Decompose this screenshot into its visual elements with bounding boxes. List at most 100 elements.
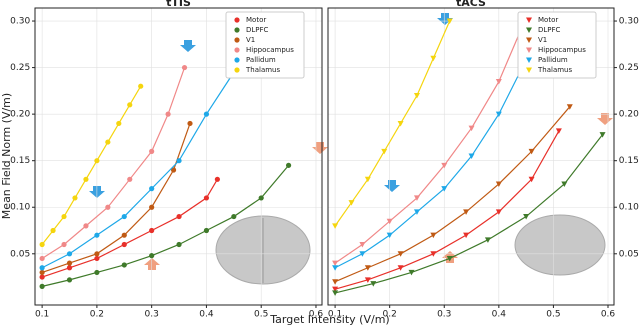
data-point: [397, 120, 404, 127]
legend-label: Hippocampus: [538, 46, 586, 54]
data-point: [561, 181, 568, 187]
fit-line: [334, 106, 571, 283]
y-tick-label: 0.05: [619, 249, 639, 259]
legend-marker: [234, 67, 240, 73]
data-point: [370, 281, 377, 287]
data-point: [495, 181, 502, 187]
data-point: [468, 153, 475, 160]
plot-frame: [327, 7, 615, 306]
data-point: [94, 269, 100, 276]
x-axis-label: Target Intensity (V/m): [269, 313, 389, 326]
data-point: [463, 209, 470, 215]
data-point: [430, 251, 437, 257]
legend-marker: [234, 37, 240, 43]
data-point: [149, 204, 155, 210]
data-point: [39, 274, 45, 280]
data-point: [176, 158, 182, 164]
data-point: [430, 232, 437, 239]
y-tick-label: 0.20: [619, 110, 639, 120]
legend-label: Hippocampus: [246, 46, 294, 54]
panel-title: tTIS: [166, 0, 191, 9]
data-point: [121, 262, 127, 268]
data-point: [441, 186, 448, 192]
x-tick-label: 0.1: [35, 310, 49, 320]
data-point: [332, 279, 339, 285]
data-point: [176, 213, 182, 220]
data-point: [66, 251, 73, 257]
data-point: [39, 265, 45, 271]
y-tick-label: 0.15: [10, 156, 30, 166]
data-point: [83, 223, 89, 229]
data-point: [397, 265, 404, 271]
legend-label: Thalamus: [245, 66, 280, 74]
data-point: [94, 251, 100, 257]
x-tick-label: 0.4: [199, 310, 214, 320]
y-tick-label: 0.20: [10, 110, 30, 120]
data-point: [66, 260, 73, 266]
data-point: [332, 290, 339, 296]
data-point: [105, 204, 111, 210]
y-tick-label: 0.30: [10, 17, 30, 27]
x-tick-label: 0.2: [90, 310, 104, 320]
data-point: [413, 209, 420, 215]
legend-label: Thalamus: [537, 66, 572, 74]
data-point: [181, 64, 188, 71]
data-point: [599, 132, 606, 138]
x-tick-label: 0.6: [309, 310, 324, 320]
fit-line: [334, 48, 533, 269]
data-point: [149, 253, 155, 259]
fit-line: [41, 179, 218, 278]
data-point: [381, 148, 388, 155]
data-point: [203, 195, 210, 201]
data-point: [66, 277, 73, 283]
legend-marker: [526, 17, 532, 23]
data-point: [528, 176, 535, 183]
legend-marker: [234, 17, 240, 23]
data-point: [359, 251, 366, 257]
data-point: [176, 241, 182, 248]
legend-label: DLPFC: [246, 26, 269, 34]
y-tick-label: 0.25: [619, 63, 639, 73]
x-tick-label: 0.6: [601, 310, 616, 320]
data-point: [105, 139, 111, 145]
data-point: [94, 255, 100, 262]
data-point: [138, 83, 144, 89]
data-point: [285, 162, 292, 168]
data-point: [94, 232, 100, 238]
panel-title: tACS: [456, 0, 486, 9]
data-point: [61, 241, 67, 248]
y-axis-label: Mean Field Norm (V/m): [0, 93, 13, 219]
data-point: [187, 120, 193, 127]
data-point: [523, 214, 530, 220]
data-point: [214, 176, 220, 182]
fit-line: [41, 67, 186, 259]
data-point: [61, 213, 67, 220]
data-point: [332, 223, 339, 229]
data-point: [468, 125, 475, 132]
legend-marker: [526, 47, 532, 53]
data-point: [495, 79, 502, 85]
data-point: [149, 227, 155, 234]
fit-line: [334, 20, 451, 227]
plot-frame: [34, 7, 323, 306]
data-point: [149, 148, 155, 154]
legend-label: Pallidum: [538, 56, 568, 64]
data-point: [364, 265, 371, 271]
legend-marker: [526, 27, 532, 33]
x-tick-label: 0.2: [383, 310, 397, 320]
x-tick-label: 0.5: [254, 310, 268, 320]
data-point: [446, 18, 453, 25]
data-point: [258, 195, 264, 201]
data-point: [484, 237, 491, 243]
y-tick-label: 0.25: [10, 63, 30, 73]
legend-label: V1: [246, 36, 255, 44]
data-point: [332, 286, 339, 293]
data-point: [121, 232, 127, 238]
data-point: [165, 111, 171, 117]
data-point: [203, 111, 210, 117]
data-point: [386, 218, 393, 225]
data-point: [441, 162, 448, 169]
legend-marker: [234, 47, 240, 53]
legend-marker: [526, 37, 532, 43]
data-point: [413, 93, 420, 99]
